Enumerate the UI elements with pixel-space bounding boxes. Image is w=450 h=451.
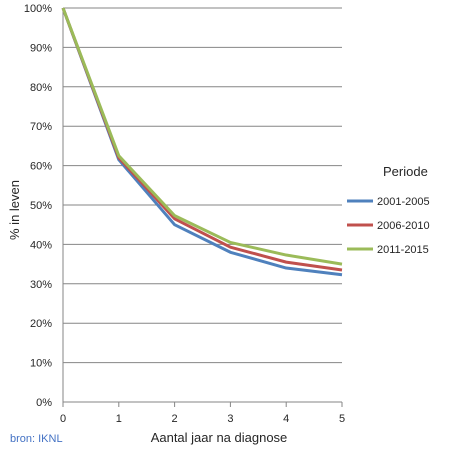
- legend-label: 2001-2005: [377, 196, 430, 208]
- y-tick-label: 30%: [30, 279, 52, 291]
- x-tick-label: 4: [283, 413, 289, 425]
- legend-label: 2011-2015: [377, 244, 429, 256]
- y-tick-label: 10%: [30, 358, 52, 370]
- x-axis-ticks: 0 1 2 3 4 5: [60, 402, 345, 425]
- x-tick-label: 2: [172, 413, 178, 425]
- source-note: bron: IKNL: [10, 433, 63, 445]
- legend-title: Periode: [383, 164, 428, 179]
- y-axis-ticks: 0% 10% 20% 30% 40% 50% 60% 70% 80% 90% 100%: [24, 3, 52, 409]
- y-tick-label: 20%: [30, 318, 52, 330]
- series-line-2011-2015: [61, 7, 343, 266]
- y-tick-label: 70%: [30, 121, 52, 133]
- x-axis-title: Aantal jaar na diagnose: [151, 430, 288, 445]
- x-tick-label: 5: [339, 413, 345, 425]
- y-tick-label: 80%: [30, 82, 52, 94]
- y-tick-label: 0%: [36, 397, 52, 409]
- x-tick-label: 1: [116, 413, 122, 425]
- x-tick-label: 0: [60, 413, 66, 425]
- y-tick-label: 100%: [24, 3, 52, 15]
- y-axis-title: % in leven: [7, 180, 22, 240]
- series-lines: [61, 7, 343, 277]
- y-tick-label: 90%: [30, 42, 52, 54]
- y-tick-label: 50%: [30, 200, 52, 212]
- y-tick-label: 40%: [30, 239, 52, 251]
- series-line-2001-2005: [61, 7, 343, 277]
- y-tick-label: 60%: [30, 161, 52, 173]
- gridlines: [63, 7, 342, 364]
- legend-label: 2006-2010: [377, 220, 430, 232]
- x-tick-label: 3: [227, 413, 233, 425]
- legend: 2001-2005 2006-2010 2011-2015: [347, 196, 430, 256]
